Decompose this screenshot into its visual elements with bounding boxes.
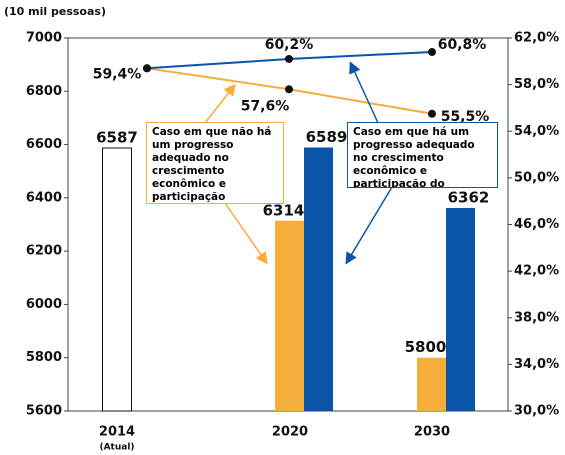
line-label: 60,8% bbox=[438, 37, 487, 53]
x-tick-label: 2014 bbox=[99, 425, 135, 440]
x-tick-label: 2020 bbox=[272, 425, 308, 440]
y2-tick-label: 46,0% bbox=[514, 217, 559, 232]
line-point bbox=[428, 47, 436, 56]
arrow bbox=[345, 186, 393, 265]
y2-tick-label: 42,0% bbox=[514, 264, 559, 279]
line-point bbox=[285, 54, 293, 63]
y2-tick-label: 50,0% bbox=[514, 170, 559, 185]
line-point bbox=[428, 109, 436, 118]
bar-label: 5800 bbox=[405, 338, 447, 356]
bar-label: 6589 bbox=[306, 128, 348, 146]
annotation-box: Caso em que há um progresso adequado no … bbox=[347, 122, 498, 188]
y-tick-label: 7000 bbox=[26, 31, 62, 46]
y-tick-label: 6200 bbox=[26, 244, 62, 259]
annotation-text: Caso em que não há um progresso adequado… bbox=[146, 122, 284, 204]
y2-tick-label: 58,0% bbox=[514, 77, 559, 92]
y2-tick-label: 34,0% bbox=[514, 357, 559, 372]
y-tick-label: 6600 bbox=[26, 137, 62, 152]
bar bbox=[102, 147, 132, 412]
line-point bbox=[143, 64, 151, 73]
y-tick-label: 6000 bbox=[26, 297, 62, 312]
line-label: 57,6% bbox=[241, 98, 290, 114]
x-tick-label: 2030 bbox=[414, 425, 450, 440]
y-tick-label: 5600 bbox=[26, 404, 62, 419]
arrow bbox=[349, 61, 379, 124]
bar bbox=[417, 357, 446, 411]
y2-tick-label: 30,0% bbox=[514, 404, 559, 419]
category-note: (Atual) bbox=[99, 443, 134, 453]
bar-label: 6587 bbox=[96, 129, 138, 147]
y2-tick-label: 54,0% bbox=[514, 124, 559, 139]
line-label: 60,2% bbox=[265, 37, 314, 53]
bar bbox=[275, 220, 304, 411]
arrow bbox=[224, 202, 268, 265]
annotation-text: Caso em que há um progresso adequado no … bbox=[347, 122, 498, 188]
y-tick-label: 6400 bbox=[26, 190, 62, 205]
line-label: 59,4% bbox=[93, 66, 142, 82]
bar bbox=[446, 207, 475, 411]
y2-tick-label: 38,0% bbox=[514, 310, 559, 325]
line-point bbox=[285, 85, 293, 94]
y-tick-label: 5800 bbox=[26, 350, 62, 365]
bar-label: 6362 bbox=[448, 188, 490, 206]
y-axis-label: (10 mil pessoas) bbox=[4, 5, 106, 18]
bar bbox=[304, 147, 333, 411]
arrow bbox=[204, 83, 236, 124]
line-label: 55,5% bbox=[441, 109, 490, 125]
annotation-box: Caso em que não há um progresso adequado… bbox=[146, 122, 284, 204]
bar-label: 6314 bbox=[263, 201, 305, 219]
y2-tick-label: 62,0% bbox=[514, 31, 559, 46]
y-tick-label: 6800 bbox=[26, 84, 62, 99]
